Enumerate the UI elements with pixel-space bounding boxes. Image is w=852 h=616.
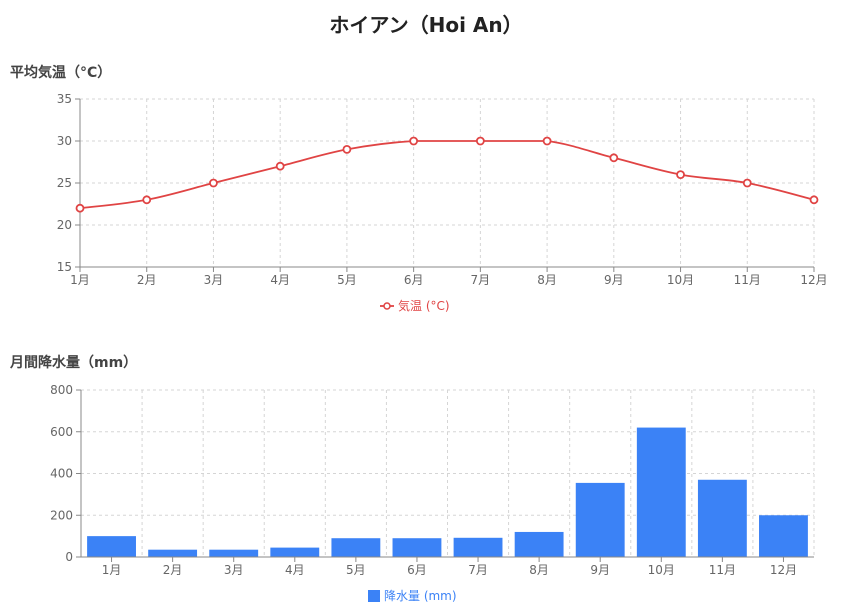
rain-legend-label: 降水量 (mm) — [384, 589, 457, 603]
temp-x-tick-label: 10月 — [667, 273, 694, 287]
temperature-point — [609, 153, 619, 163]
temp-legend-label: 気温 (°C) — [398, 298, 450, 313]
rain-y-tick-label: 800 — [50, 383, 73, 397]
rainfall-bar — [636, 427, 686, 557]
temperature-point — [809, 195, 819, 205]
rainfall-bar — [697, 479, 747, 557]
temp-y-tick-label: 35 — [57, 92, 72, 106]
temperature-legend: 気温 (°C) — [380, 298, 450, 313]
rain-x-tick-label: 10月 — [648, 563, 675, 577]
temperature-point — [475, 136, 485, 146]
rain-x-tick-label: 11月 — [709, 563, 736, 577]
rainfall-bar — [759, 515, 808, 557]
temp-y-tick-label: 25 — [57, 176, 72, 190]
rain-x-tick-label: 5月 — [346, 563, 366, 577]
temp-x-tick-label: 5月 — [337, 273, 357, 287]
temperature-point — [742, 178, 752, 188]
temp-x-tick-label: 7月 — [471, 273, 491, 287]
rainfall-bar — [575, 482, 625, 557]
temperature-point — [275, 161, 285, 171]
rain-y-tick-label: 200 — [50, 508, 73, 522]
temperature-line — [79, 140, 815, 210]
temp-y-tick-label: 20 — [57, 218, 72, 232]
rain-x-tick-label: 8月 — [529, 563, 549, 577]
rainfall-legend: 降水量 (mm) — [368, 589, 457, 603]
temp-x-tick-label: 3月 — [204, 273, 224, 287]
rain-x-tick-label: 3月 — [224, 563, 244, 577]
temp-y-tick-label: 15 — [57, 260, 72, 274]
temp-x-tick-label: 1月 — [70, 273, 90, 287]
rain-y-tick-label: 400 — [50, 467, 73, 481]
temp-x-tick-label: 11月 — [734, 273, 761, 287]
temperature-chart: 15 20 25 30 35 1月 2月 3月 4月 5月 6月 7月 8月 9月 10月 11月 12月気温 … — [57, 92, 828, 313]
rain-y-tick-label: 0 — [65, 550, 73, 564]
rain-x-tick-label: 9月 — [590, 563, 610, 577]
rain-y-tick-label: 600 — [50, 425, 73, 439]
rain-x-tick-label: 2月 — [163, 563, 183, 577]
rain-x-tick-label: 4月 — [285, 563, 305, 577]
rain-legend-swatch — [368, 590, 380, 602]
temperature-point — [342, 144, 352, 154]
rainfall-bar — [270, 547, 320, 557]
temp-y-tick-label: 30 — [57, 134, 72, 148]
temp-x-tick-label: 4月 — [270, 273, 290, 287]
temp-x-tick-label: 6月 — [404, 273, 424, 287]
rainfall-bar — [87, 536, 136, 557]
temperature-point — [75, 203, 85, 213]
rainfall-bar — [148, 549, 198, 557]
rainfall-chart: 0 200 400 600 800 1月 2月 3月 4月 5月 6月 7月 8月 9月 10月 11月 12月… — [50, 383, 815, 603]
rain-x-tick-label: 7月 — [468, 563, 488, 577]
rain-x-tick-label: 6月 — [407, 563, 427, 577]
rain-x-tick-label: 1月 — [102, 563, 122, 577]
temperature-point — [209, 178, 218, 188]
page-title: ホイアン（Hoi An） — [329, 13, 523, 37]
rainfall-bar — [453, 537, 503, 557]
temp-x-tick-label: 2月 — [137, 273, 157, 287]
rainfall-section-title: 月間降水量（mm） — [10, 355, 138, 371]
rain-x-tick-label: 12月 — [770, 563, 797, 577]
rainfall-bar — [392, 538, 442, 557]
temperature-point — [676, 170, 685, 180]
temperature-section-title: 平均気温（°C） — [10, 65, 112, 81]
rainfall-bar — [209, 549, 259, 557]
temp-legend-marker — [383, 302, 391, 310]
temperature-point — [142, 195, 152, 205]
temp-x-tick-label: 8月 — [537, 273, 557, 287]
rainfall-bar — [331, 538, 381, 557]
temp-x-tick-label: 12月 — [800, 273, 827, 287]
temperature-point — [542, 136, 552, 146]
rainfall-bar — [514, 531, 564, 557]
temperature-point — [409, 136, 419, 146]
temp-x-tick-label: 9月 — [604, 273, 624, 287]
